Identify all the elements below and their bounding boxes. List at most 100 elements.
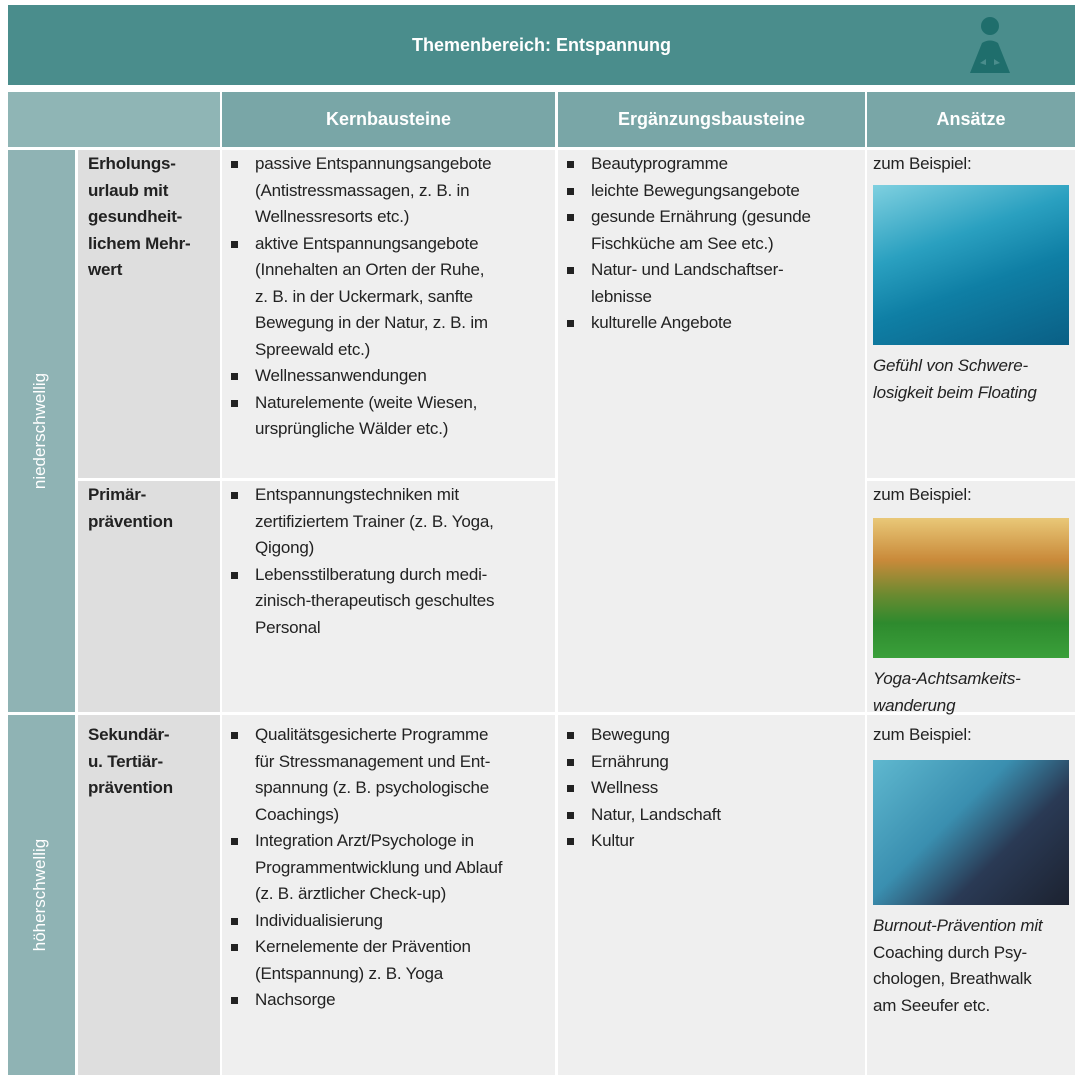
example-intro: zum Beispiel: bbox=[873, 154, 972, 173]
bullet bbox=[567, 838, 574, 845]
bullet-text: zertifiziertem Trainer (z. B. Yoga, bbox=[255, 511, 494, 531]
bullet-text: spannung (z. B. psychologische bbox=[255, 778, 490, 797]
row-label: prävention bbox=[88, 511, 173, 531]
bullet bbox=[567, 320, 574, 327]
bullet-text: (Innehalten an Orten der Ruhe, bbox=[255, 260, 485, 279]
bullet bbox=[231, 944, 238, 951]
row-label: Primär- bbox=[88, 485, 147, 504]
bullet bbox=[231, 373, 238, 380]
caption-italic: losigkeit beim Floating bbox=[873, 382, 1037, 402]
row-label-cell bbox=[78, 481, 220, 712]
bullet-text: (Antistressmassagen, z. B. in bbox=[255, 180, 470, 200]
bullet bbox=[567, 811, 574, 819]
column-header: Ergänzungsbausteine bbox=[558, 92, 865, 147]
bullet-text: Wellnessanwendungen bbox=[255, 366, 427, 385]
row-label: Erholungs- bbox=[88, 154, 176, 173]
bullet bbox=[231, 997, 238, 1004]
row-label: urlaub mit bbox=[88, 180, 169, 200]
row-label: u. Tertiär- bbox=[88, 751, 163, 771]
bullet-text: Ernährung bbox=[591, 751, 669, 771]
row-label: lichem Mehr- bbox=[88, 233, 191, 253]
bullet bbox=[231, 161, 238, 168]
bullet bbox=[567, 785, 574, 792]
bullet-text: Qigong) bbox=[255, 538, 315, 557]
bullet bbox=[231, 492, 238, 499]
caption-italic: wanderung bbox=[873, 695, 956, 715]
bullet-text: Beautyprogramme bbox=[591, 154, 728, 173]
row-label-cell bbox=[78, 715, 220, 1075]
column-header: Kernbausteine bbox=[222, 92, 555, 147]
caption: Coaching durch Psy- bbox=[873, 942, 1027, 962]
caption-italic: Burnout-Prävention mit bbox=[873, 916, 1043, 935]
ergaenzung-cell bbox=[558, 715, 865, 1075]
bullet bbox=[567, 758, 574, 766]
bullet-text: ursprüngliche Wälder etc.) bbox=[255, 419, 449, 438]
caption-italic: Gefühl von Schwere- bbox=[873, 356, 1028, 375]
bullet-text: Entspannungstechniken mit bbox=[255, 485, 459, 504]
bullet bbox=[567, 732, 574, 739]
bullet bbox=[231, 917, 238, 925]
caption: am Seeufer etc. bbox=[873, 995, 991, 1015]
bullet-text: Naturelemente (weite Wiesen, bbox=[255, 392, 478, 412]
bullet-text: gesunde Ernährung (gesunde bbox=[591, 207, 811, 226]
bullet bbox=[231, 571, 238, 579]
ergaenzung-cell bbox=[558, 150, 865, 712]
row-label: wert bbox=[88, 260, 123, 279]
bullet bbox=[231, 732, 238, 739]
bullet-text: leichte Bewegungsangebote bbox=[591, 180, 800, 200]
bullet bbox=[567, 214, 574, 221]
photo bbox=[873, 185, 1069, 345]
bullet-text: Bewegung bbox=[591, 725, 670, 744]
bullet-text: Spreewald etc.) bbox=[255, 339, 371, 359]
row-label-cell bbox=[78, 150, 220, 478]
example-intro: zum Beispiel: bbox=[873, 485, 972, 504]
title: Themenbereich: Entspannung bbox=[411, 34, 672, 55]
kern-cell bbox=[222, 150, 555, 478]
bullet-text: aktive Entspannungsangebote bbox=[255, 233, 479, 253]
bullet-text: Kernelemente der Prävention bbox=[255, 937, 471, 956]
bullet-text: Programmentwicklung und Ablauf bbox=[255, 857, 503, 877]
row-label: prävention bbox=[88, 778, 173, 797]
example-intro: zum Beispiel: bbox=[873, 725, 972, 744]
bullet-text: Qualitätsgesicherte Programme bbox=[255, 725, 489, 744]
group-label: niederschwellig bbox=[30, 372, 49, 490]
bullet-text: zinisch-therapeutisch geschultes bbox=[255, 591, 495, 610]
row-label: Sekundär- bbox=[88, 725, 170, 744]
bullet bbox=[231, 399, 238, 407]
kern-cell bbox=[222, 481, 555, 712]
bullet bbox=[231, 838, 238, 845]
bullet-text: kulturelle Angebote bbox=[591, 313, 732, 332]
bullet bbox=[231, 240, 238, 248]
bullet-text: Personal bbox=[255, 617, 321, 637]
bullet-text: Coachings) bbox=[255, 804, 339, 824]
column-header: Ansätze bbox=[867, 92, 1075, 147]
group-cell bbox=[8, 715, 75, 1075]
bullet-text: Integration Arzt/Psychologe in bbox=[255, 831, 474, 850]
header-blank bbox=[8, 92, 220, 147]
bullet-text: Individualisierung bbox=[255, 910, 383, 930]
bullet-text: passive Entspannungsangebote bbox=[255, 154, 492, 173]
photo bbox=[873, 518, 1069, 658]
bullet-text: für Stressmanagement und Ent- bbox=[255, 751, 491, 771]
bullet bbox=[567, 267, 574, 274]
group-label: höherschwellig bbox=[30, 838, 49, 952]
meditation-icon bbox=[970, 17, 1010, 73]
bullet-text: Lebensstilberatung durch medi- bbox=[255, 564, 488, 584]
photo bbox=[873, 760, 1069, 905]
caption-italic: Yoga-Achtsamkeits- bbox=[873, 669, 1021, 688]
kern-cell bbox=[222, 715, 555, 1075]
bullet-text: (Entspannung) z. B. Yoga bbox=[255, 963, 444, 983]
bullet-text: z. B. in der Uckermark, sanfte bbox=[255, 286, 473, 306]
group-cell bbox=[8, 150, 75, 712]
bullet-text: Natur- und Landschaftser- bbox=[591, 260, 784, 279]
bullet-text: lebnisse bbox=[591, 286, 652, 306]
title-bar: Themenbereich: Entspannung bbox=[8, 5, 1075, 85]
bullet bbox=[567, 187, 574, 195]
bullet-text: (z. B. ärztlicher Check-up) bbox=[255, 884, 447, 903]
bullet-text: Natur, Landschaft bbox=[591, 804, 721, 824]
caption: chologen, Breathwalk bbox=[873, 969, 1032, 988]
bullet bbox=[567, 161, 574, 168]
bullet-text: Nachsorge bbox=[255, 990, 336, 1009]
bullet-text: Wellnessresorts etc.) bbox=[255, 207, 410, 226]
